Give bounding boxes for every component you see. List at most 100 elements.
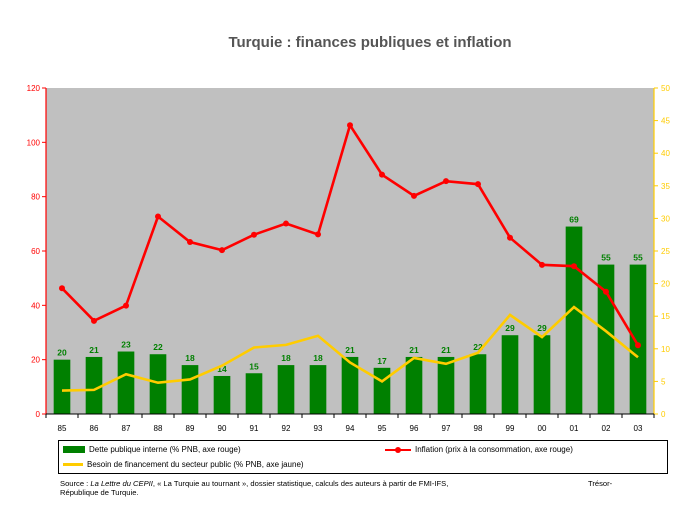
marker-inflation-90 (219, 247, 225, 254)
right-tick-label-0: 0 (661, 410, 666, 419)
legend-item-inflation: Inflation (prix à la consommation, axe r… (385, 445, 573, 454)
x-tick-label-86: 86 (90, 424, 99, 433)
x-tick-label-91: 91 (250, 424, 259, 433)
marker-inflation-03 (635, 342, 641, 349)
left-tick-label-40: 40 (31, 301, 40, 310)
x-tick-label-90: 90 (218, 424, 227, 433)
right-tick-label-45: 45 (661, 117, 670, 126)
x-tick-label-94: 94 (346, 424, 355, 433)
bar-debt-90 (213, 375, 231, 414)
bar-debt-94 (341, 356, 359, 414)
legend-label-inflation: Inflation (prix à la consommation, axe r… (415, 445, 573, 454)
x-tick-label-85: 85 (58, 424, 67, 433)
bar-label-97: 21 (441, 345, 451, 355)
bar-debt-93 (309, 365, 327, 414)
bar-label-99: 29 (505, 323, 515, 333)
right-tick-label-35: 35 (661, 182, 670, 191)
bar-label-95: 17 (377, 356, 387, 366)
bar-label-91: 15 (249, 361, 259, 371)
x-tick-label-93: 93 (314, 424, 323, 433)
legend: Dette publique interne (% PNB, axe rouge… (58, 440, 668, 474)
bar-label-88: 22 (153, 342, 163, 352)
x-tick-label-01: 01 (570, 424, 579, 433)
source-prefix: Source : (60, 479, 91, 488)
marker-inflation-98 (475, 181, 481, 188)
bar-label-92: 18 (281, 353, 291, 363)
marker-inflation-92 (283, 220, 289, 227)
marker-inflation-86 (91, 317, 97, 324)
bar-label-00: 29 (537, 323, 547, 333)
right-tick-label-15: 15 (661, 312, 670, 321)
x-tick-label-03: 03 (634, 424, 643, 433)
bar-debt-98 (469, 354, 487, 414)
right-tick-label-50: 50 (661, 84, 670, 93)
legend-swatch-financing (63, 463, 83, 466)
marker-inflation-87 (123, 302, 129, 309)
marker-inflation-00 (539, 261, 545, 268)
left-tick-label-120: 120 (27, 84, 41, 93)
source-rest: , « La Turquie au tournant », dossier st… (152, 479, 449, 488)
line-financing (61, 305, 639, 392)
marker-inflation-93 (315, 231, 321, 238)
bar-debt-91 (245, 373, 263, 414)
x-tick-label-95: 95 (378, 424, 387, 433)
bar-debt-03 (629, 264, 647, 414)
marker-inflation-89 (187, 239, 193, 246)
bar-label-85: 20 (57, 348, 67, 358)
bar-debt-85 (53, 359, 71, 414)
bar-label-87: 23 (121, 340, 131, 350)
left-tick-label-0: 0 (36, 410, 41, 419)
x-tick-label-00: 00 (538, 424, 547, 433)
bar-label-01: 69 (569, 215, 579, 225)
bar-label-96: 21 (409, 345, 419, 355)
source-note: Source : La Lettre du CEPII, « La Turqui… (60, 479, 620, 497)
marker-inflation-85 (59, 285, 65, 292)
source-journal: La Lettre du CEPII (90, 479, 153, 488)
marker-inflation-88 (155, 213, 161, 220)
bar-debt-92 (277, 365, 295, 414)
bar-label-94: 21 (345, 345, 355, 355)
bar-debt-89 (181, 365, 199, 414)
bar-label-02: 55 (601, 253, 611, 263)
right-tick-label-40: 40 (661, 149, 670, 158)
left-tick-label-100: 100 (27, 138, 41, 147)
legend-label-debt: Dette publique interne (% PNB, axe rouge… (89, 445, 241, 454)
marker-inflation-95 (379, 171, 385, 178)
right-tick-label-30: 30 (661, 214, 670, 223)
bar-debt-01 (565, 226, 583, 414)
legend-label-financing: Besoin de financement du secteur public … (87, 460, 304, 469)
chart-title: Turquie : finances publiques et inflatio… (228, 34, 512, 51)
x-tick-label-88: 88 (154, 424, 163, 433)
x-tick-label-89: 89 (186, 424, 195, 433)
bar-debt-88 (149, 354, 167, 414)
marker-inflation-97 (443, 178, 449, 185)
left-tick-label-60: 60 (31, 247, 40, 256)
left-tick-label-80: 80 (31, 193, 40, 202)
bar-label-98: 22 (473, 342, 483, 352)
legend-item-debt: Dette publique interne (% PNB, axe rouge… (63, 445, 241, 454)
legend-item-financing: Besoin de financement du secteur public … (63, 460, 304, 469)
bar-label-89: 18 (185, 353, 195, 363)
x-tick-label-92: 92 (282, 424, 291, 433)
bar-debt-96 (405, 356, 423, 414)
bar-label-03: 55 (633, 253, 643, 263)
bar-debt-87 (117, 351, 135, 414)
x-tick-label-96: 96 (410, 424, 419, 433)
bar-debt-02 (597, 264, 615, 414)
bar-debt-95 (373, 367, 391, 414)
marker-inflation-02 (603, 288, 609, 295)
marker-inflation-94 (347, 122, 353, 129)
bar-debt-97 (437, 356, 455, 414)
bar-label-90: 14 (217, 364, 227, 374)
x-tick-label-87: 87 (122, 424, 131, 433)
x-tick-label-97: 97 (442, 424, 451, 433)
right-tick-label-25: 25 (661, 247, 670, 256)
bar-label-93: 18 (313, 353, 323, 363)
bar-debt-99 (501, 335, 519, 414)
left-tick-label-20: 20 (31, 356, 40, 365)
x-tick-label-02: 02 (602, 424, 611, 433)
x-tick-label-98: 98 (474, 424, 483, 433)
marker-inflation-99 (507, 234, 513, 241)
right-tick-label-20: 20 (661, 280, 670, 289)
